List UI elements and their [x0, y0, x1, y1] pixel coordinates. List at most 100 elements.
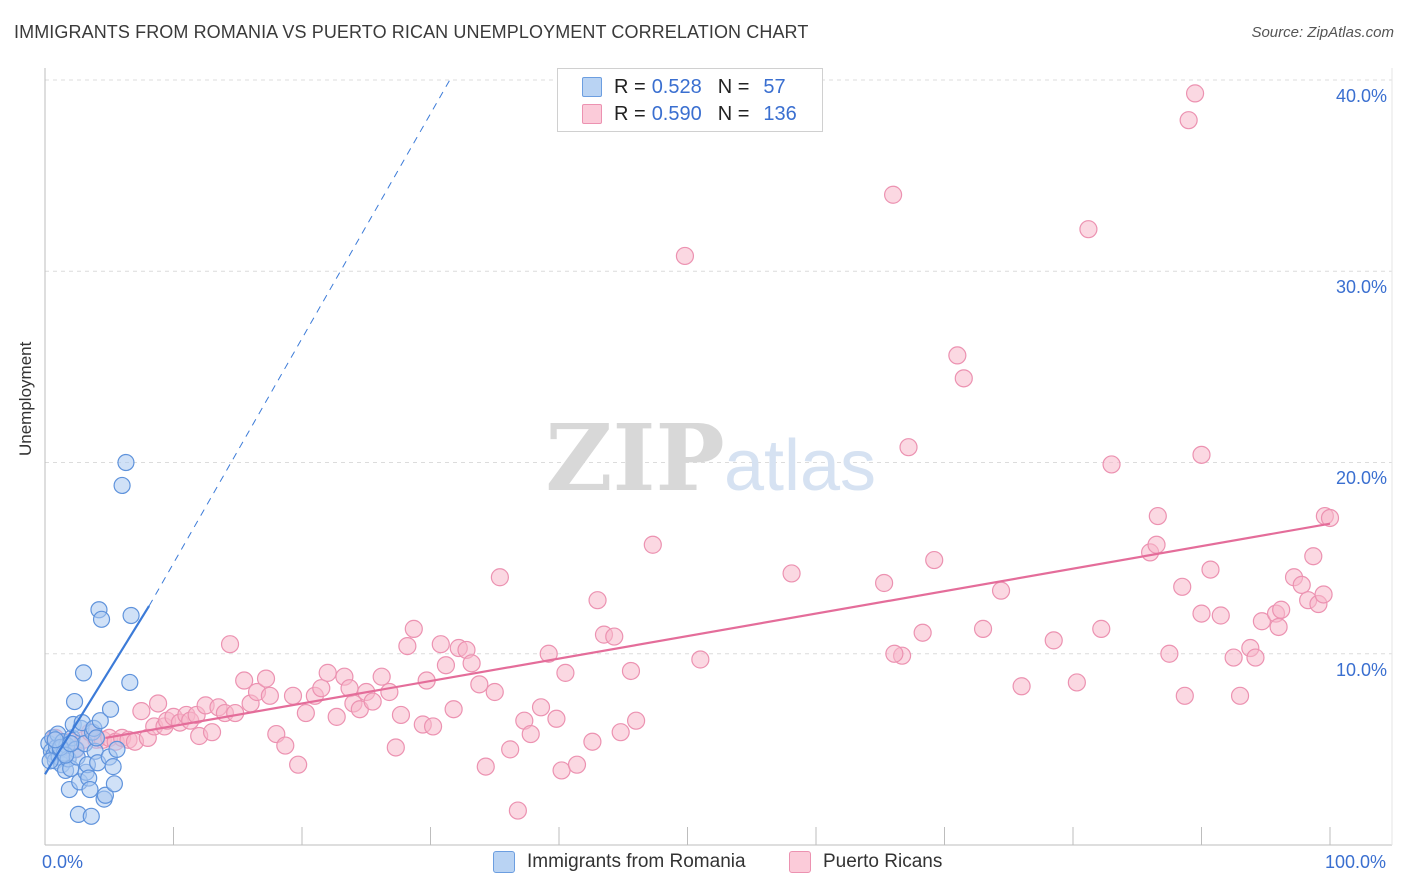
data-point-romania: [91, 712, 109, 730]
data-point-romania: [101, 700, 120, 718]
y-tick-20: 20.0%: [1336, 468, 1388, 488]
data-point-puerto: [1252, 612, 1271, 631]
data-point-puerto: [1314, 585, 1333, 604]
data-point-puerto: [386, 738, 405, 757]
data-point-puerto: [1175, 686, 1194, 705]
data-point-puerto: [1067, 673, 1086, 692]
data-point-puerto: [444, 700, 463, 719]
series-puerto-ricans: [46, 84, 1340, 820]
data-point-puerto: [675, 246, 695, 266]
data-point-puerto: [296, 703, 315, 723]
data-point-puerto: [260, 686, 279, 705]
data-point-puerto: [226, 703, 245, 723]
data-point-romania: [108, 740, 126, 758]
n-value: 57: [763, 75, 786, 98]
data-point-puerto: [220, 635, 240, 654]
data-point-puerto: [485, 682, 504, 702]
trend-line-romania-extension: [148, 79, 451, 607]
data-point-puerto: [605, 627, 624, 646]
data-point-puerto: [973, 619, 993, 638]
data-point-puerto: [913, 623, 932, 642]
trend-lines: [44, 79, 1331, 775]
data-point-puerto: [1044, 631, 1063, 650]
data-point-romania: [104, 757, 122, 776]
data-point-puerto: [1201, 560, 1220, 579]
data-point-puerto: [588, 591, 607, 610]
data-point-romania: [65, 692, 84, 711]
romania-legend-swatch: [493, 851, 515, 873]
data-point-puerto: [883, 185, 903, 204]
data-point-puerto: [539, 644, 558, 663]
data-point-puerto: [691, 650, 710, 669]
data-point-romania: [92, 610, 111, 628]
legend-item-puerto[interactable]: Puerto Ricans: [789, 851, 942, 873]
r-value: 0.528: [651, 75, 702, 98]
romania-swatch: [582, 77, 602, 97]
legend-label-romania: Immigrants from Romania: [527, 851, 746, 872]
data-point-puerto: [885, 644, 904, 663]
r-label: R =: [614, 102, 646, 125]
data-point-puerto: [948, 346, 967, 365]
x-tick-min: 0.0%: [42, 852, 84, 872]
data-point-puerto: [132, 702, 151, 721]
data-point-puerto: [552, 761, 571, 780]
data-point-romania: [74, 664, 93, 682]
data-point-puerto: [1148, 506, 1167, 526]
data-point-puerto: [954, 369, 973, 388]
data-point-puerto: [276, 736, 295, 755]
data-point-puerto: [991, 581, 1011, 600]
data-point-puerto: [899, 438, 918, 457]
data-point-puerto: [556, 663, 575, 682]
data-point-puerto: [1292, 575, 1311, 595]
data-point-puerto: [626, 711, 646, 730]
data-point-romania: [105, 775, 123, 793]
legend-label-puerto: Puerto Ricans: [823, 851, 943, 872]
data-point-puerto: [1102, 455, 1121, 474]
data-point-puerto: [327, 707, 346, 726]
data-point-puerto: [1185, 84, 1205, 103]
r-label: R =: [614, 75, 646, 98]
trend-line-romania: [44, 605, 151, 775]
legend-item-romania[interactable]: Immigrants from Romania: [493, 851, 746, 873]
data-point-puerto: [490, 568, 509, 587]
y-tick-40: 40.0%: [1336, 86, 1388, 106]
data-point-puerto: [436, 656, 456, 675]
data-point-puerto: [1246, 648, 1265, 667]
data-point-puerto: [312, 679, 331, 698]
data-point-romania: [41, 752, 59, 770]
n-label: N =: [717, 75, 750, 98]
data-point-puerto: [1230, 686, 1250, 705]
x-tick-max: 100.0%: [1325, 852, 1387, 872]
data-point-romania: [121, 673, 139, 692]
data-point-puerto: [501, 740, 520, 759]
series-romania: [40, 453, 140, 825]
data-point-puerto: [1272, 600, 1291, 619]
data-point-romania: [113, 476, 131, 495]
stats-row-romania: R = 0.528 N = 57: [582, 75, 786, 99]
chart-title: IMMIGRANTS FROM ROMANIA VS PUERTO RICAN …: [14, 22, 809, 42]
data-point-puerto: [289, 755, 308, 774]
data-point-puerto: [1211, 606, 1230, 625]
data-point-puerto: [256, 669, 276, 688]
data-point-puerto: [235, 671, 254, 690]
watermark-atlas: atlas: [724, 426, 876, 506]
data-point-romania: [46, 731, 64, 749]
watermark-zip: ZIP: [545, 404, 724, 512]
data-point-puerto: [318, 663, 337, 682]
data-point-puerto: [423, 717, 443, 736]
data-point-puerto: [470, 675, 489, 694]
data-point-puerto: [1012, 677, 1031, 696]
data-point-puerto: [1160, 644, 1179, 663]
y-tick-10: 10.0%: [1336, 660, 1388, 680]
puerto-legend-swatch: [789, 851, 811, 873]
data-point-puerto: [643, 535, 662, 554]
data-point-puerto: [431, 635, 450, 654]
data-point-puerto: [372, 667, 391, 686]
data-point-puerto: [782, 564, 801, 583]
puerto-swatch: [582, 104, 602, 124]
axes: [44, 68, 1393, 846]
data-point-puerto: [1320, 508, 1340, 528]
stats-legend: R = 0.528 N = 57 R = 0.590 N = 136: [557, 68, 823, 132]
data-point-puerto: [621, 661, 641, 681]
